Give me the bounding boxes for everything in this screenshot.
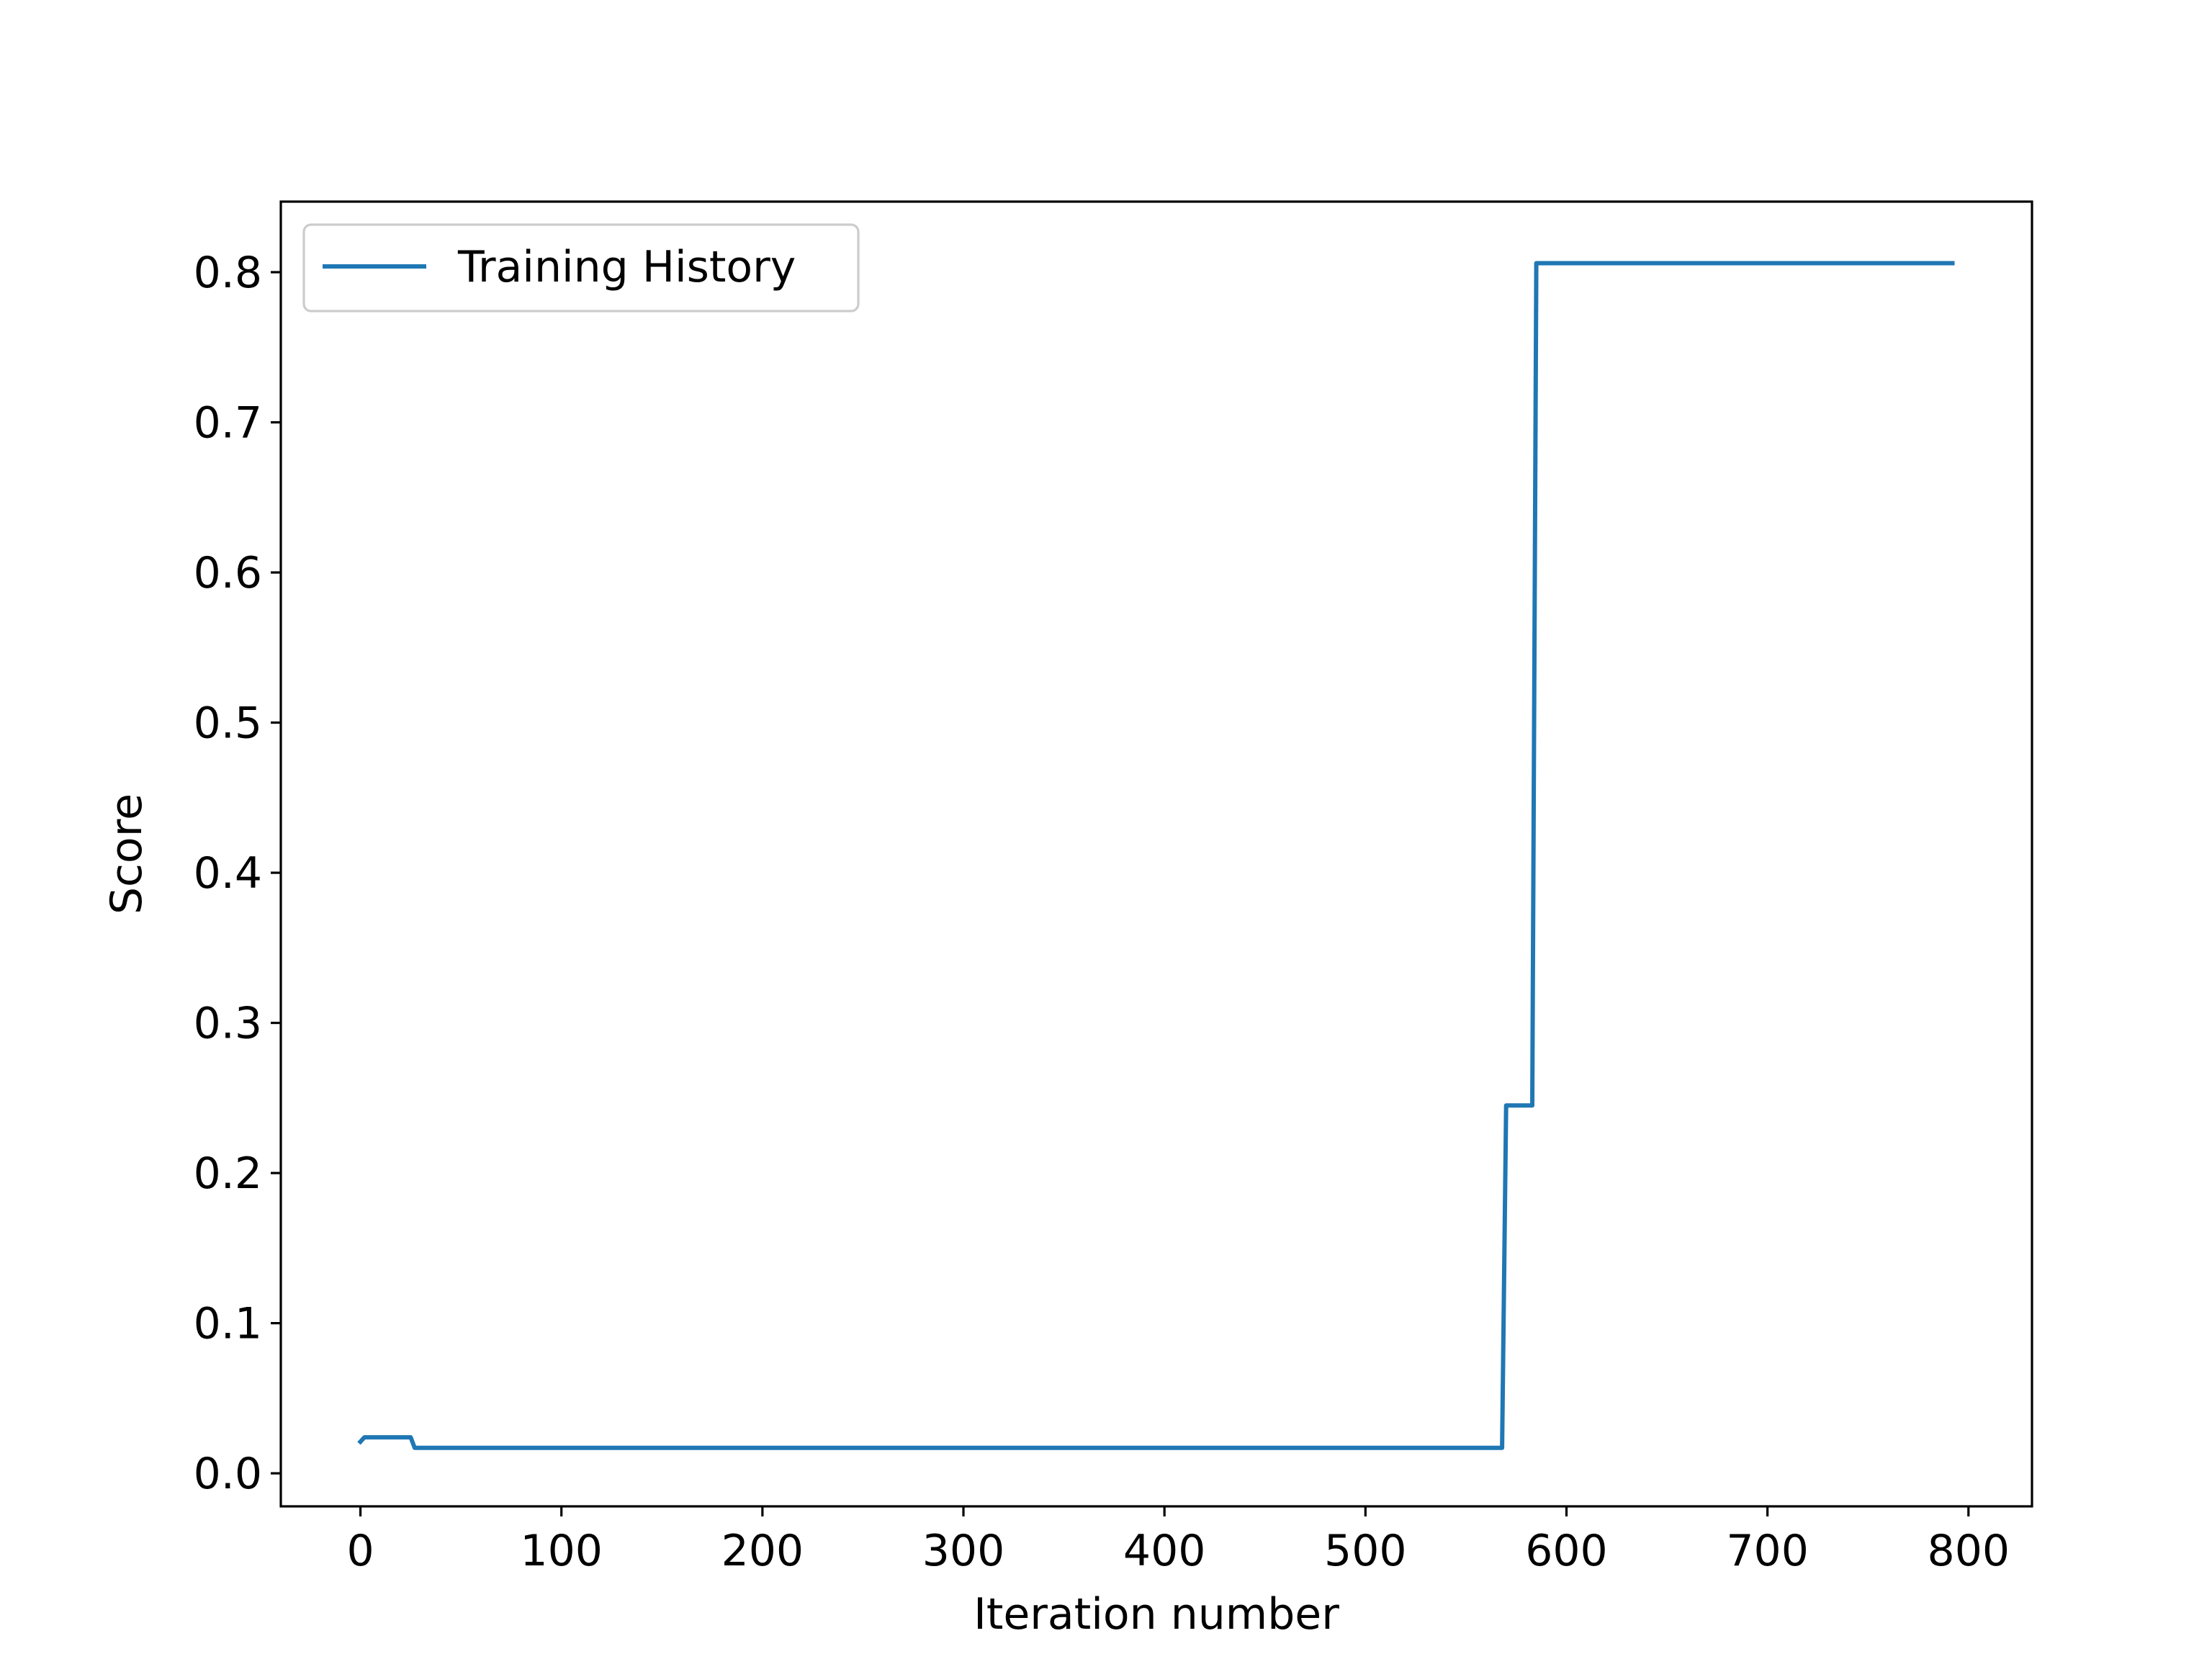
y-tick-label-0.4: 0.4 [194,848,262,899]
legend: Training History [302,223,860,313]
y-tick-label-0.2: 0.2 [194,1148,262,1199]
y-tick-label-0.8: 0.8 [194,248,262,298]
legend-box [302,223,860,313]
x-tick-label-300: 300 [922,1526,1005,1576]
x-axis-label: Iteration number [974,1589,1339,1640]
x-tick-label-500: 500 [1324,1526,1407,1576]
axes-frame [279,200,2033,1508]
y-tick-label-0.3: 0.3 [194,999,262,1049]
y-axis-ticks: 0.0 0.1 0.2 0.3 0.4 0.5 0.6 0.7 0.8 [194,248,281,1499]
series-line-training-history [357,261,1955,1450]
x-tick-label-600: 600 [1525,1526,1608,1576]
x-axis-ticks: 0 100 200 300 400 500 600 700 800 [346,1506,2010,1576]
x-tick-label-800: 800 [1928,1526,2010,1576]
legend-entry-training-history: Training History [457,242,796,292]
x-tick-label-400: 400 [1123,1526,1206,1576]
x-tick-label-700: 700 [1726,1526,1809,1576]
y-tick-label-0.5: 0.5 [194,698,262,749]
plot-area [357,261,1955,1450]
x-tick-label-0: 0 [346,1526,374,1576]
x-tick-label-100: 100 [520,1526,603,1576]
y-tick-label-0.6: 0.6 [194,548,262,598]
y-axis-label: Score [102,793,152,914]
y-tick-label-0.0: 0.0 [194,1449,262,1499]
x-tick-label-200: 200 [721,1526,804,1576]
y-tick-label-0.7: 0.7 [194,398,262,449]
y-tick-label-0.1: 0.1 [194,1299,262,1349]
